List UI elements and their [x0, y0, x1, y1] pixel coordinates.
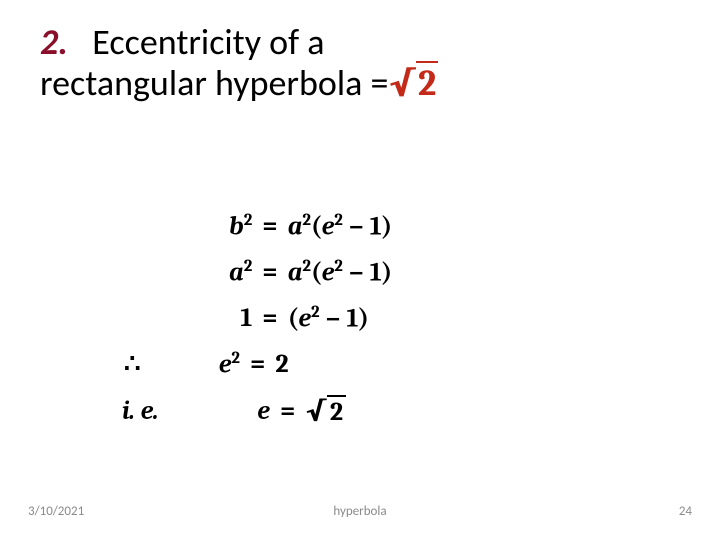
- math-row-1-rhs: a2(e2 − 1): [288, 211, 468, 242]
- therefore-icon: ∴: [120, 349, 180, 379]
- title-text-1: Eccentricity of a: [92, 20, 324, 64]
- math-row-2: a2 = a2(e2 − 1): [120, 252, 520, 292]
- math-row-2-rhs: a2(e2 − 1): [288, 257, 468, 288]
- ie-lhs: e: [240, 396, 270, 426]
- therefore-lhs: e2: [180, 349, 240, 380]
- accent-sqrt: √2: [388, 63, 438, 104]
- slide: 2. Eccentricity of a rectangular hyperbo…: [0, 0, 720, 540]
- ie-label: i. e.: [120, 396, 240, 426]
- accent-sqrt-arg: 2: [416, 61, 438, 104]
- title-line-1: 2. Eccentricity of a: [40, 22, 670, 63]
- equals-sign: =: [250, 349, 265, 379]
- therefore-rhs: 2: [275, 349, 288, 379]
- footer-page-number: 24: [679, 504, 692, 519]
- slide-footer: 3/10/2021 hyperbola 24: [0, 504, 720, 524]
- math-row-1: b2 = a2(e2 − 1): [120, 206, 520, 246]
- math-row-therefore: ∴ e2 = 2: [120, 344, 520, 384]
- math-row-2-lhs: a2: [172, 257, 252, 288]
- math-derivation: b2 = a2(e2 − 1) a2 = a2(e2 − 1) 1 = (e2 …: [120, 200, 520, 438]
- math-row-3-rhs: (e2 − 1): [288, 303, 468, 334]
- item-number: 2.: [40, 20, 68, 64]
- title-area: 2. Eccentricity of a rectangular hyperbo…: [40, 22, 670, 105]
- math-row-3: 1 = (e2 − 1): [120, 298, 520, 338]
- math-row-ie: i. e. e = √2: [120, 390, 520, 432]
- title-line-2: rectangular hyperbola =√2: [40, 63, 670, 104]
- math-row-1-lhs: b2: [172, 211, 252, 242]
- equals-sign: =: [280, 396, 295, 426]
- footer-topic: hyperbola: [333, 504, 386, 519]
- equals-sign: =: [262, 211, 277, 241]
- equals-sign: =: [262, 257, 277, 287]
- footer-date: 3/10/2021: [28, 504, 84, 519]
- ie-sqrt: √2: [305, 395, 346, 427]
- title-text-2: rectangular hyperbola =: [40, 61, 388, 105]
- equals-sign: =: [262, 303, 277, 333]
- math-row-3-lhs: 1: [172, 303, 252, 333]
